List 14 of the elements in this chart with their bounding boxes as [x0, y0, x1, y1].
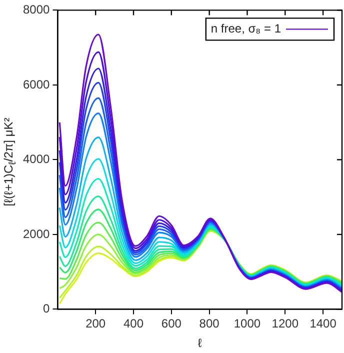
y-tick-label: 4000	[22, 152, 50, 166]
legend-label: n free, σ₈ = 1	[210, 22, 282, 36]
y-tick-label: 2000	[22, 226, 50, 241]
y-tick-label: 6000	[22, 77, 50, 92]
y-tick-label: 8000	[22, 2, 50, 17]
x-tick-label: 200	[86, 316, 106, 331]
x-tick-label: 800	[199, 316, 220, 331]
x-axis-title: ℓ	[198, 336, 202, 350]
x-tick-label: 400	[123, 316, 144, 331]
y-tick-label: 0	[43, 302, 50, 316]
x-tick-label: 600	[161, 316, 182, 331]
x-tick-label: 1000	[234, 316, 261, 331]
x-tick-label: 1400	[310, 316, 337, 331]
x-tick-label: 1200	[272, 316, 299, 331]
